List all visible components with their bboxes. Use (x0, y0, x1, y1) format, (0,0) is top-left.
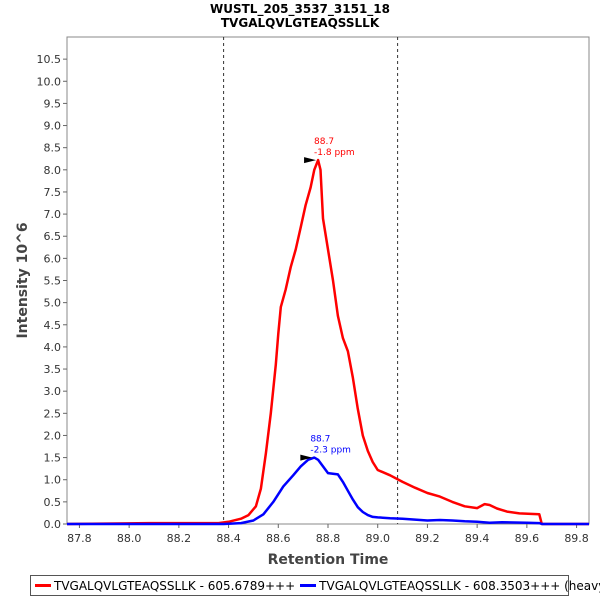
x-tick-label-6: 89.0 (365, 532, 390, 545)
peak-label-0-0: 88.7 (314, 137, 334, 147)
y-tick-label-20: 10.0 (37, 75, 62, 88)
x-axis-label: Retention Time (268, 552, 389, 568)
series-line-0 (66, 158, 589, 526)
y-tick-label-21: 10.5 (37, 53, 62, 66)
y-tick-label-8: 4.0 (44, 341, 62, 354)
x-tick-label-5: 88.8 (316, 532, 341, 545)
peak-marker-0 (304, 157, 317, 164)
x-tick-label-7: 89.2 (415, 532, 440, 545)
y-tick-label-13: 6.5 (44, 230, 62, 243)
y-tick-label-17: 8.5 (44, 142, 62, 155)
y-tick-label-10: 5.0 (44, 297, 62, 310)
y-tick-label-2: 1.0 (44, 474, 62, 487)
x-tick-label-1: 88.0 (117, 532, 142, 545)
x-tick-label-9: 89.6 (515, 532, 540, 545)
chart-title: WUSTL_205_3537_3151_18 (210, 2, 390, 16)
x-tick-label-10: 89.8 (564, 532, 589, 545)
y-tick-label-3: 1.5 (44, 452, 62, 465)
y-tick-label-9: 4.5 (44, 319, 62, 332)
peak-label-0-1: -1.8 ppm (314, 148, 355, 158)
chart-legend: TVGALQVLGTEAQSSLLK - 605.6789+++ TVGALQV… (30, 575, 600, 596)
y-tick-label-6: 3.0 (44, 385, 62, 398)
y-tick-label-12: 6.0 (44, 252, 62, 265)
y-tick-label-0: 0.0 (44, 518, 62, 531)
y-tick-label-4: 2.0 (44, 429, 62, 442)
legend-item-heavy: TVGALQVLGTEAQSSLLK - 608.3503+++ (heavy) (297, 579, 600, 593)
x-tick-label-4: 88.6 (266, 532, 291, 545)
legend-label-heavy: TVGALQVLGTEAQSSLLK - 608.3503+++ (heavy) (319, 578, 600, 593)
series-line-1 (67, 456, 589, 526)
legend-item-light: TVGALQVLGTEAQSSLLK - 605.6789+++ (32, 579, 295, 593)
legend-label-light: TVGALQVLGTEAQSSLLK - 605.6789+++ (54, 578, 296, 593)
x-tick-label-2: 88.2 (167, 532, 192, 545)
peak-label-1-1: -2.3 ppm (310, 446, 351, 456)
peak-label-1-0: 88.7 (310, 435, 330, 445)
y-tick-label-5: 2.5 (44, 407, 62, 420)
y-tick-label-18: 9.0 (44, 120, 62, 133)
x-tick-label-8: 89.4 (465, 532, 490, 545)
y-tick-label-19: 9.5 (44, 97, 62, 110)
y-tick-label-7: 3.5 (44, 363, 62, 376)
plot-area (66, 36, 590, 525)
peak-marker-1 (300, 454, 313, 461)
x-tick-label-0: 87.8 (67, 532, 92, 545)
x-tick-label-3: 88.4 (216, 532, 241, 545)
y-tick-label-16: 8.0 (44, 164, 62, 177)
y-tick-label-1: 0.5 (44, 496, 62, 509)
y-tick-label-11: 5.5 (44, 275, 62, 288)
legend-swatch-heavy (300, 584, 317, 587)
legend-swatch-light (35, 584, 51, 587)
y-tick-label-14: 7.0 (44, 208, 62, 221)
chart-subtitle: TVGALQVLGTEAQSSLLK (220, 16, 380, 30)
y-tick-label-15: 7.5 (44, 186, 62, 199)
y-axis-label: Intensity 10^6 (15, 222, 31, 338)
